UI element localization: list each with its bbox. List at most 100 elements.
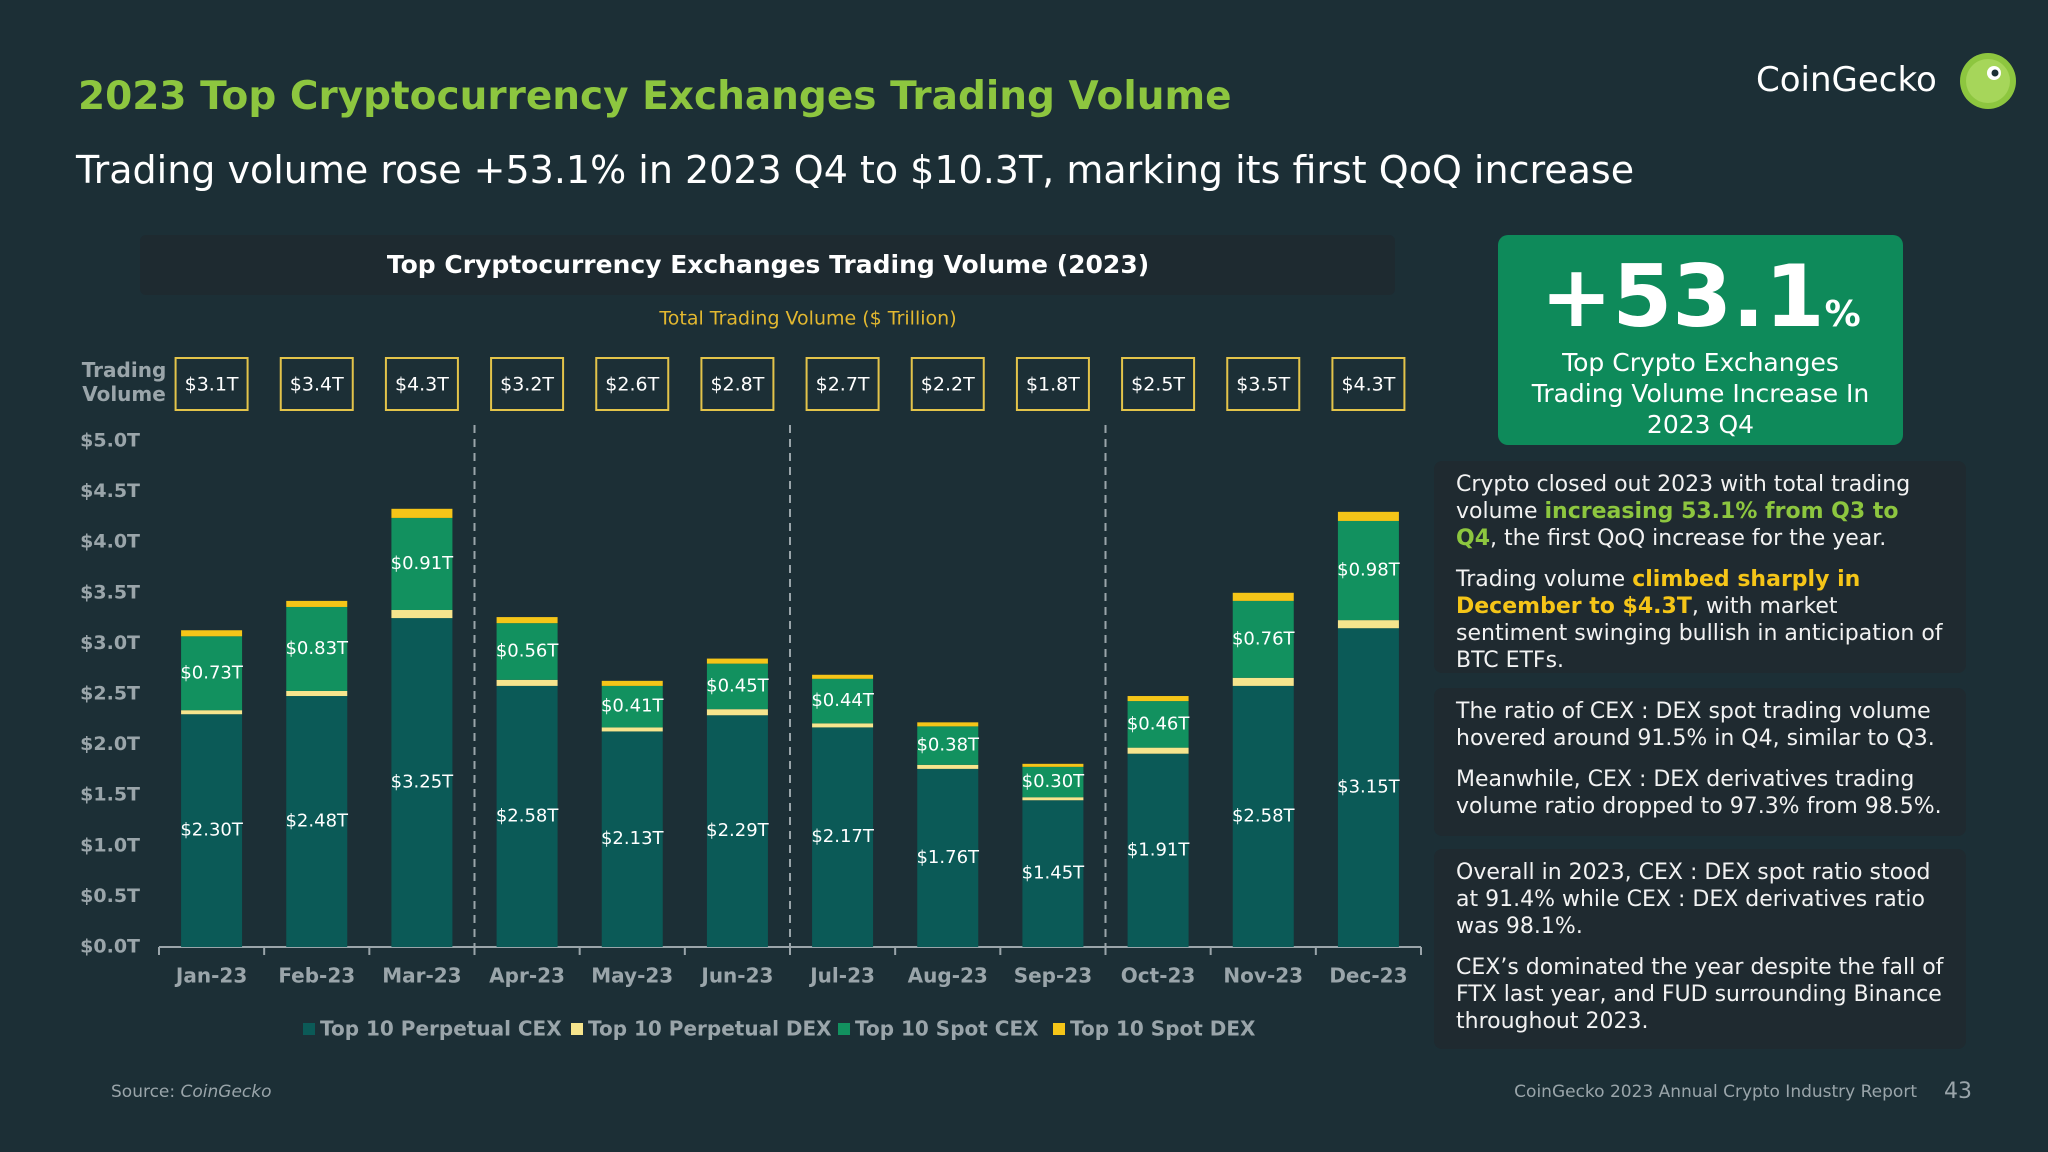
legend-swatch (838, 1023, 850, 1035)
legend-label: Top 10 Spot CEX (855, 1017, 1039, 1041)
text: Trading volume (1456, 567, 1633, 592)
bar-segment (286, 690, 348, 697)
y-axis-title: Trading Volume (81, 358, 167, 406)
bar-segment (1127, 701, 1189, 748)
bar-segment (601, 680, 663, 686)
paragraph: Meanwhile, CEX : DEX derivatives trading… (1456, 766, 1944, 820)
total-label: $4.3T (395, 374, 449, 396)
total-label: $3.2T (500, 374, 554, 396)
total-box (1015, 357, 1090, 411)
legend-swatch (1053, 1023, 1065, 1035)
text: Meanwhile, CEX : DEX derivatives trading… (1456, 767, 1942, 819)
value-label: $0.83T (285, 638, 349, 659)
value-label: $0.44T (811, 690, 875, 711)
text-panel: The ratio of CEX : DEX spot trading volu… (1434, 688, 1966, 836)
total-box (1121, 357, 1196, 411)
total-box (1226, 357, 1301, 411)
stat-card: +53.1% Top Crypto Exchanges Trading Volu… (1498, 235, 1903, 445)
value-label: $0.30T (1022, 771, 1086, 792)
x-tick-label: Feb-23 (278, 964, 355, 988)
paragraph: Trading volume climbed sharply in Decemb… (1456, 566, 1944, 674)
bar-segment (706, 715, 768, 947)
value-label: $0.41T (601, 696, 665, 717)
x-tick-label: Oct-23 (1121, 964, 1196, 988)
x-tick-label: Jul-23 (808, 964, 875, 988)
total-box (910, 357, 985, 411)
bar-segment (917, 726, 979, 765)
x-tick-label: Sep-23 (1014, 964, 1092, 988)
total-label: $3.1T (185, 374, 239, 396)
value-label: $2.58T (1232, 805, 1296, 826)
value-label: $0.38T (916, 735, 980, 756)
total-label: $3.5T (1236, 374, 1290, 396)
total-box (595, 357, 670, 411)
y-tick-label: $3.5T (80, 581, 140, 603)
total-box (384, 357, 459, 411)
logo-text: CoinGecko (1756, 60, 1937, 100)
value-label: $1.76T (916, 847, 980, 868)
bar-segment (391, 610, 453, 619)
y-tick-label: $2.0T (80, 733, 140, 755)
x-tick-label: Mar-23 (382, 964, 461, 988)
bar-segment (181, 630, 243, 637)
logo-icon (1960, 53, 2016, 109)
total-label: $4.3T (1341, 374, 1395, 396)
x-tick-label: Apr-23 (489, 964, 565, 988)
bar-segment (601, 731, 663, 947)
total-label: $1.8T (1026, 374, 1080, 396)
total-box (700, 357, 775, 411)
legend-label: Top 10 Perpetual CEX (320, 1017, 562, 1041)
bar-segment (391, 508, 453, 518)
stat-caption: Top Crypto Exchanges Trading Volume Incr… (1531, 348, 1870, 439)
highlight: increasing 53.1% from Q3 to Q4 (1456, 499, 1899, 551)
bar-segment (286, 600, 348, 607)
bar-segment (1022, 800, 1084, 947)
bar-segment (496, 617, 558, 624)
bar-segment (1232, 677, 1294, 686)
bar-segment (181, 710, 243, 715)
paragraph: The ratio of CEX : DEX spot trading volu… (1456, 698, 1944, 752)
legend-label: Top 10 Perpetual DEX (588, 1017, 832, 1041)
chart-subtitle: Total Trading Volume ($ Trillion) (658, 308, 956, 330)
chart-title: Top Cryptocurrency Exchanges Trading Vol… (387, 250, 1149, 279)
y-tick-label: $1.5T (80, 784, 140, 806)
y-tick-label: $3.0T (80, 632, 140, 654)
bar-segment (917, 768, 979, 947)
bar-segment (706, 663, 768, 710)
x-tick-label: Jun-23 (699, 964, 773, 988)
bar-segment (181, 714, 243, 947)
text-panel: Overall in 2023, CEX : DEX spot ratio st… (1434, 849, 1966, 1049)
total-label: $2.5T (1131, 374, 1185, 396)
value-label: $2.58T (496, 805, 560, 826)
y-tick-label: $2.5T (80, 683, 140, 705)
source-label: Source: (111, 1082, 176, 1102)
stat-number: +53.1 (1540, 247, 1825, 347)
bar-segment (1337, 620, 1399, 629)
bar-segment (601, 685, 663, 728)
report-name: CoinGecko 2023 Annual Crypto Industry Re… (1514, 1082, 1917, 1102)
text: Crypto closed out 2023 with total tradin… (1456, 472, 1911, 524)
bar-segment (1337, 628, 1399, 947)
bar-segment (812, 727, 874, 947)
bar-segment (812, 723, 874, 728)
bar-segment (1127, 747, 1189, 754)
total-box (1331, 357, 1406, 411)
total-box (490, 357, 565, 411)
value-label: $0.45T (706, 675, 770, 696)
value-label: $3.25T (391, 772, 455, 793)
chart-title-bar (140, 235, 1395, 295)
value-label: $0.76T (1232, 628, 1296, 649)
paragraph: Overall in 2023, CEX : DEX spot ratio st… (1456, 859, 1944, 940)
bar-segment (601, 727, 663, 732)
slide-subtitle: Trading volume rose +53.1% in 2023 Q4 to… (76, 148, 1635, 192)
bar-segment (496, 685, 558, 947)
source: Source: CoinGecko (111, 1082, 272, 1102)
text: CEX’s dominated the year despite the fal… (1456, 955, 1944, 1034)
value-label: $2.29T (706, 820, 770, 841)
bar-segment (1022, 797, 1084, 801)
text: The ratio of CEX : DEX spot trading volu… (1456, 699, 1935, 751)
total-label: $2.8T (710, 374, 764, 396)
bar-segment (1127, 696, 1189, 702)
legend-swatch (571, 1023, 583, 1035)
